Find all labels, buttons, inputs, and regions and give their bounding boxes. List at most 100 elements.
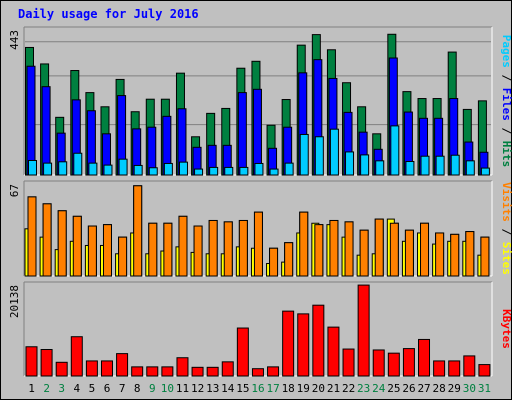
kbytes-bar xyxy=(116,353,129,377)
pages-bar xyxy=(73,152,83,176)
y-axis-max-label: 443 xyxy=(8,30,21,50)
kbytes-bar xyxy=(40,349,53,377)
kbytes-bar xyxy=(327,326,340,377)
x-axis-day-label: 22 xyxy=(342,382,355,395)
pages-bar xyxy=(465,160,475,176)
visits-bar-front xyxy=(223,221,233,277)
y-axis-series-label-part: Files xyxy=(500,88,512,121)
x-axis-day-label: 14 xyxy=(221,382,235,395)
x-axis-day-label: 21 xyxy=(327,382,340,395)
kbytes-bar xyxy=(85,360,98,377)
pages-bar xyxy=(284,162,294,176)
kbytes-bar xyxy=(267,366,280,377)
kbytes-bar xyxy=(221,361,234,377)
kbytes-bar xyxy=(357,284,370,377)
x-axis-day-label: 18 xyxy=(282,382,295,395)
kbytes-bar xyxy=(312,304,325,377)
y-axis-series-label: Visits / Sites xyxy=(500,182,512,275)
visits-bar-front xyxy=(87,225,97,277)
kbytes-bar xyxy=(25,346,38,377)
kbytes-bar xyxy=(342,348,355,377)
visits-bar-front xyxy=(480,236,490,277)
kbytes-bar xyxy=(146,366,159,377)
visits-bar-front xyxy=(42,203,52,277)
visits-bar-front xyxy=(133,185,143,277)
visits-bar-front xyxy=(238,219,248,277)
visits-bar-front xyxy=(374,218,384,277)
visits-bar-front xyxy=(420,222,430,277)
pages-bar xyxy=(314,136,324,176)
pages-bar xyxy=(163,162,173,176)
x-axis-day-label: 31 xyxy=(478,382,491,395)
pages-bar xyxy=(480,167,490,176)
kbytes-bar xyxy=(463,355,476,377)
visits-bar-front xyxy=(102,224,112,277)
y-axis-series-label-part: / xyxy=(500,222,512,242)
y-axis-series-label-part: Pages xyxy=(500,35,512,68)
visits-bar-front xyxy=(148,222,158,277)
visits-bar-front xyxy=(359,229,369,277)
pages-bar xyxy=(360,154,370,176)
pages-bar xyxy=(194,168,204,176)
x-axis-day-label: 6 xyxy=(104,382,111,395)
pages-bar xyxy=(390,125,400,176)
visits-bar-front xyxy=(314,224,324,277)
pages-bar xyxy=(329,128,339,176)
kbytes-bar xyxy=(131,366,144,377)
pages-bar xyxy=(103,164,113,176)
files-bar xyxy=(252,88,262,176)
kbytes-bar xyxy=(387,352,400,377)
x-axis-day-label: 24 xyxy=(372,382,386,395)
kbytes-bar xyxy=(297,313,310,377)
x-axis-day-label: 23 xyxy=(357,382,370,395)
pages-bar xyxy=(345,151,355,176)
pages-bar xyxy=(133,164,143,176)
kbytes-bar xyxy=(418,338,431,377)
x-axis-day-label: 20 xyxy=(312,382,325,395)
pages-bar xyxy=(148,167,158,176)
pages-bar xyxy=(88,162,98,176)
pages-bar xyxy=(420,155,430,176)
visits-bar-front xyxy=(404,229,414,277)
visits-bar-front xyxy=(57,210,67,277)
x-axis-day-label: 3 xyxy=(58,382,65,395)
pages-bar xyxy=(435,155,445,176)
kbytes-bar xyxy=(478,364,491,377)
kbytes-bar xyxy=(100,360,113,377)
x-axis-day-label: 1 xyxy=(28,382,35,395)
visits-bar-front xyxy=(178,215,188,277)
pages-bar xyxy=(239,166,249,176)
x-axis-day-label: 9 xyxy=(149,382,156,395)
x-axis-day-label: 25 xyxy=(387,382,400,395)
chart-title: Daily usage for July 2016 xyxy=(18,7,199,21)
x-axis-day-label: 16 xyxy=(251,382,264,395)
files-bar xyxy=(41,86,51,176)
kbytes-bar xyxy=(191,366,204,377)
pages-bar xyxy=(299,133,309,176)
kbytes-bar xyxy=(236,327,249,377)
kbytes-bar xyxy=(372,349,385,377)
kbytes-bar xyxy=(55,361,68,377)
visits-bar-front xyxy=(269,247,279,277)
kbytes-bar xyxy=(161,366,174,377)
kbytes-bar xyxy=(70,336,83,377)
visits-bar-front xyxy=(299,211,309,277)
pages-bar xyxy=(269,168,279,176)
y-axis-series-label-part: Sites xyxy=(500,242,512,275)
files-bar xyxy=(26,65,36,176)
kbytes-bar xyxy=(251,368,264,377)
x-axis-day-label: 11 xyxy=(176,382,189,395)
kbytes-bar xyxy=(206,366,219,377)
x-axis-day-label: 26 xyxy=(402,382,415,395)
kbytes-bar xyxy=(433,360,446,377)
x-axis-day-label: 27 xyxy=(417,382,430,395)
y-axis-series-label-part: KBytes xyxy=(500,309,512,349)
visits-bar-front xyxy=(465,231,475,277)
pages-bar xyxy=(209,166,219,176)
visits-bar-front xyxy=(450,233,460,277)
y-axis-max-label: 67 xyxy=(8,184,21,197)
y-axis-series-label: Pages / Files / Hits xyxy=(500,35,512,168)
visits-bar-front xyxy=(435,232,445,277)
files-bar xyxy=(237,92,247,176)
